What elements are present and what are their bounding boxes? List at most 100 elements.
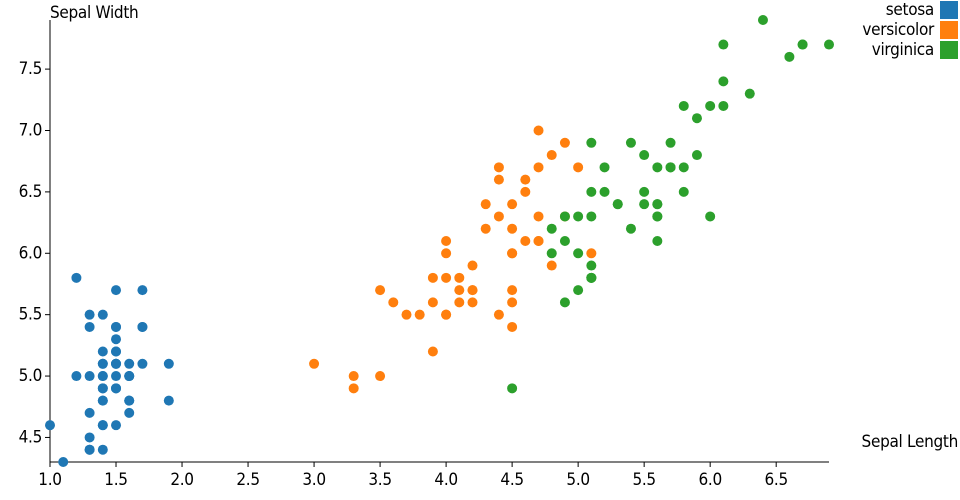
point — [507, 223, 518, 234]
point — [652, 199, 663, 210]
point — [111, 321, 122, 332]
point — [652, 211, 663, 222]
point — [507, 383, 518, 394]
point — [718, 100, 729, 111]
point — [507, 199, 518, 210]
point — [573, 211, 584, 222]
point — [559, 137, 570, 148]
point — [559, 297, 570, 308]
legend-label: virginica — [872, 40, 934, 60]
x-tick-label: 2.0 — [170, 470, 193, 490]
point — [757, 15, 768, 25]
point — [705, 100, 716, 111]
point — [718, 76, 729, 87]
point — [586, 248, 597, 259]
point — [573, 162, 584, 173]
point — [137, 285, 148, 296]
point — [546, 223, 557, 234]
point — [454, 285, 465, 296]
point — [97, 358, 108, 369]
point — [586, 137, 597, 148]
point — [454, 297, 465, 308]
point — [71, 272, 82, 283]
point — [467, 297, 478, 308]
point — [533, 211, 544, 222]
point — [427, 297, 438, 308]
point — [744, 88, 755, 99]
point — [599, 162, 610, 173]
point — [533, 162, 544, 173]
point — [493, 162, 504, 173]
point — [546, 260, 557, 271]
point — [784, 51, 795, 62]
point — [573, 248, 584, 259]
point — [625, 137, 636, 148]
point — [388, 297, 399, 308]
point — [137, 358, 148, 369]
point — [533, 125, 544, 136]
point — [97, 346, 108, 357]
point — [520, 174, 531, 185]
point — [111, 358, 122, 369]
point — [691, 113, 702, 124]
point — [678, 186, 689, 197]
point — [97, 420, 108, 431]
x-tick-label: 4.5 — [500, 470, 523, 490]
point — [533, 236, 544, 246]
point — [111, 285, 122, 296]
point — [427, 346, 438, 357]
point — [124, 395, 135, 406]
point — [111, 420, 122, 431]
x-tick-label: 3.5 — [368, 470, 391, 490]
point — [652, 236, 663, 246]
point — [705, 211, 716, 222]
legend-swatch — [940, 21, 958, 39]
point — [441, 236, 452, 246]
point — [97, 395, 108, 406]
point — [612, 199, 623, 210]
x-tick-label: 4.0 — [434, 470, 457, 490]
point — [507, 285, 518, 296]
point — [480, 199, 491, 210]
point — [97, 383, 108, 394]
legend-swatch — [940, 1, 958, 19]
point — [639, 150, 650, 161]
point — [348, 371, 359, 382]
y-axis-label: Sepal Width — [50, 3, 138, 23]
point — [124, 371, 135, 382]
point — [493, 309, 504, 320]
point — [639, 199, 650, 210]
point — [665, 137, 676, 148]
point — [401, 309, 412, 320]
point — [718, 39, 729, 50]
point — [824, 39, 834, 50]
point — [163, 358, 174, 369]
point — [97, 309, 108, 320]
y-tick-label: 4.5 — [19, 427, 42, 447]
point — [97, 444, 108, 455]
point — [97, 371, 108, 382]
point — [586, 186, 597, 197]
point — [124, 407, 135, 418]
point — [163, 395, 174, 406]
point — [480, 223, 491, 234]
point — [45, 420, 55, 431]
point — [124, 358, 135, 369]
x-tick-label: 5.5 — [632, 470, 655, 490]
point — [507, 297, 518, 308]
point — [137, 321, 148, 332]
point — [559, 211, 570, 222]
point — [467, 260, 478, 271]
point — [84, 371, 95, 382]
point — [546, 150, 557, 161]
point — [573, 285, 584, 296]
point — [625, 223, 636, 234]
point — [111, 371, 122, 382]
legend-label: setosa — [886, 0, 934, 20]
x-tick-label: 3.0 — [302, 470, 325, 490]
point — [84, 321, 95, 332]
x-tick-label: 5.0 — [566, 470, 589, 490]
point — [507, 248, 518, 259]
x-tick-label: 6.0 — [698, 470, 721, 490]
point — [348, 383, 359, 394]
